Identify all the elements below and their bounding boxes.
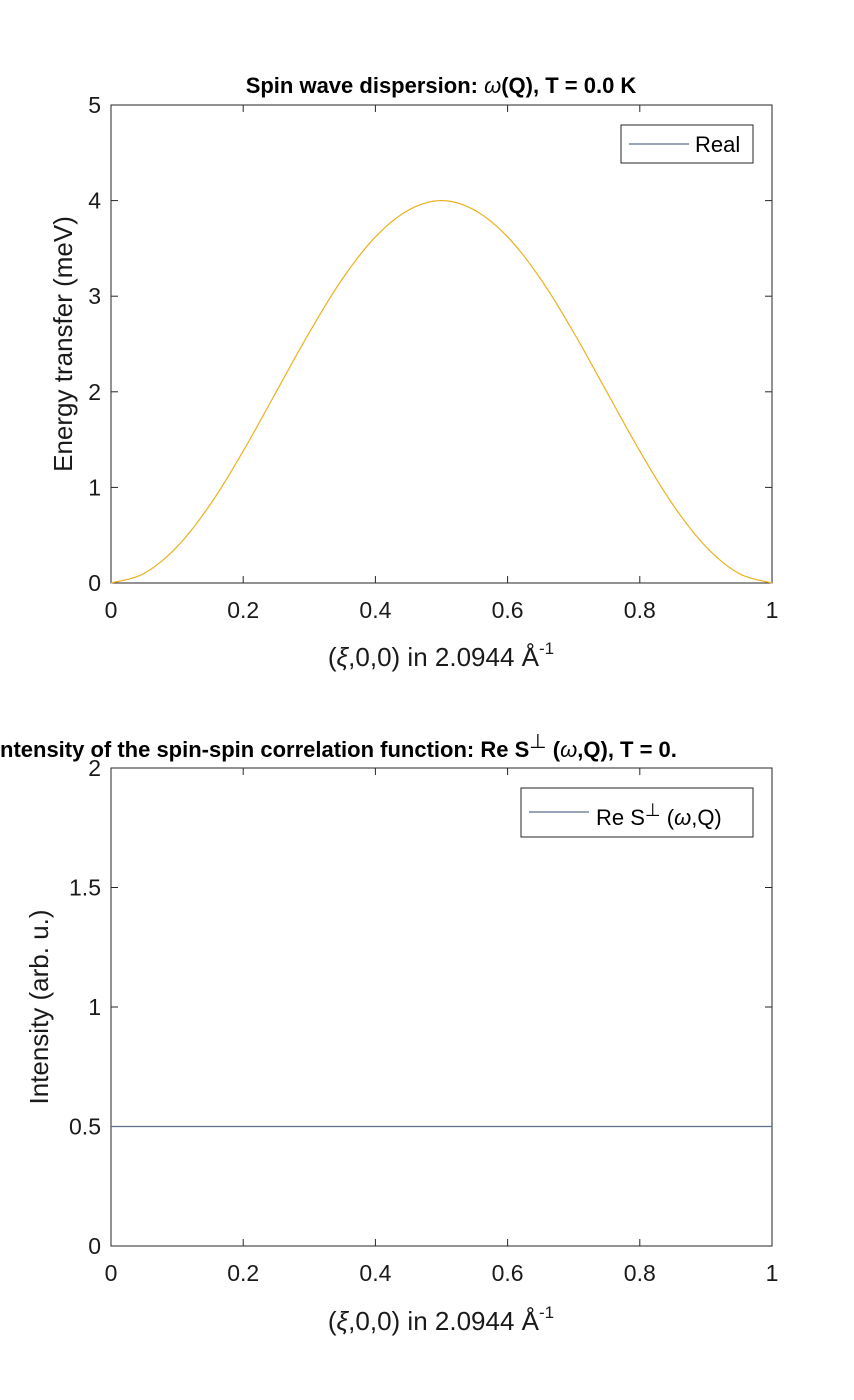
dispersion-x-axis-label: (ξ,0,0) in 2.0944 Å-1: [328, 639, 554, 672]
x-tick-label-4: 0.8: [624, 597, 656, 623]
x-tick-label-1: 0.2: [227, 597, 259, 623]
x-tick-label-2: 0.4: [359, 597, 391, 623]
y-tick-label-0: 0: [88, 1233, 101, 1259]
y-tick-label-2: 2: [88, 379, 101, 405]
intensity-legend: Re S⊥ (ω,Q): [520, 787, 754, 838]
intensity-legend-label: Re S⊥ (ω,Q): [596, 800, 722, 830]
x-tick-label-2: 0.4: [359, 1260, 391, 1286]
dispersion-chart-title: Spin wave dispersion: ω(Q), T = 0.0 K: [246, 73, 637, 98]
x-tick-label-0: 0: [105, 597, 118, 623]
x-tick-label-1: 0.2: [227, 1260, 259, 1286]
dispersion-legend-label: Real: [695, 132, 740, 157]
intensity-y-tick-labels: 0 0.5 1 1.5 2: [69, 755, 101, 1259]
y-tick-label-1: 1: [88, 474, 101, 500]
y-tick-label-4: 2: [88, 755, 101, 781]
x-tick-label-3: 0.6: [492, 1260, 524, 1286]
dispersion-ticks: [110, 104, 773, 584]
y-tick-label-3: 3: [88, 283, 101, 309]
y-tick-label-5: 5: [88, 92, 101, 118]
dispersion-series-line-real: [110, 199, 773, 584]
intensity-x-tick-labels: 0 0.2 0.4 0.6 0.8 1: [105, 1260, 779, 1286]
x-tick-label-0: 0: [105, 1260, 118, 1286]
x-tick-label-4: 0.8: [624, 1260, 656, 1286]
y-tick-label-2: 1: [88, 994, 101, 1020]
y-tick-label-0: 0: [88, 570, 101, 596]
x-tick-label-3: 0.6: [492, 597, 524, 623]
y-tick-label-3: 1.5: [69, 875, 101, 901]
y-tick-label-4: 4: [88, 188, 101, 214]
intensity-x-axis-label: (ξ,0,0) in 2.0944 Å-1: [328, 1303, 554, 1336]
dispersion-legend: Real: [620, 124, 754, 164]
x-tick-label-5: 1: [766, 597, 779, 623]
intensity-chart: ntensity of the spin-spin correlation fu…: [0, 731, 778, 1336]
intensity-plot-area: [110, 767, 773, 1247]
dispersion-x-tick-labels: 0 0.2 0.4 0.6 0.8 1: [105, 597, 779, 623]
intensity-y-axis-label: Intensity (arb. u.): [24, 909, 54, 1104]
dispersion-plot-area: [110, 104, 773, 584]
intensity-chart-title: ntensity of the spin-spin correlation fu…: [0, 731, 677, 762]
x-tick-label-5: 1: [766, 1260, 779, 1286]
y-tick-label-1: 0.5: [69, 1114, 101, 1140]
dispersion-y-axis-label: Energy transfer (meV): [48, 216, 78, 472]
dispersion-y-tick-labels: 0 1 2 3 4 5: [88, 92, 101, 596]
